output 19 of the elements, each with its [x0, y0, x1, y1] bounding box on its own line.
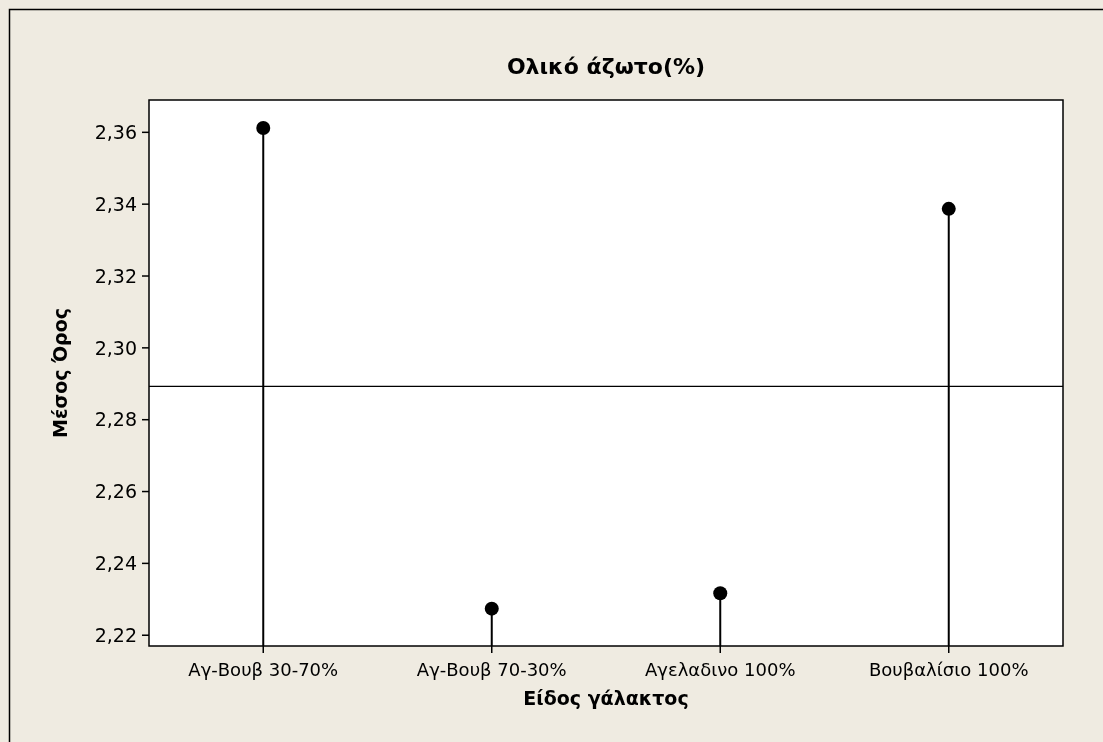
point: [256, 121, 271, 136]
point: [713, 586, 728, 601]
x-tick-label: Αγ-Βουβ 70-30%: [416, 659, 567, 680]
y-axis-title: Μέσος Όρος: [49, 307, 71, 439]
y-tick-label: 2,30: [94, 336, 137, 359]
y-tick-label: 2,24: [94, 552, 137, 575]
chart-title: Ολικό άζωτο(%): [506, 54, 706, 79]
x-axis-title: Είδος γάλακτος: [523, 687, 689, 709]
x-tick-label: Βουβαλίσιο 100%: [868, 659, 1029, 680]
x-tick-label: Αγελαδινο 100%: [644, 659, 796, 680]
y-tick-label: 2,28: [94, 408, 137, 431]
x-tick-label: Αγ-Βουβ 30-70%: [188, 659, 339, 680]
y-tick-label: 2,34: [94, 192, 137, 215]
y-tick-label: 2,32: [94, 264, 137, 287]
point: [941, 201, 956, 216]
y-tick-label: 2,22: [94, 623, 137, 646]
y-tick-label: 2,36: [94, 120, 137, 143]
point: [484, 601, 499, 616]
y-tick-label: 2,26: [94, 480, 137, 503]
